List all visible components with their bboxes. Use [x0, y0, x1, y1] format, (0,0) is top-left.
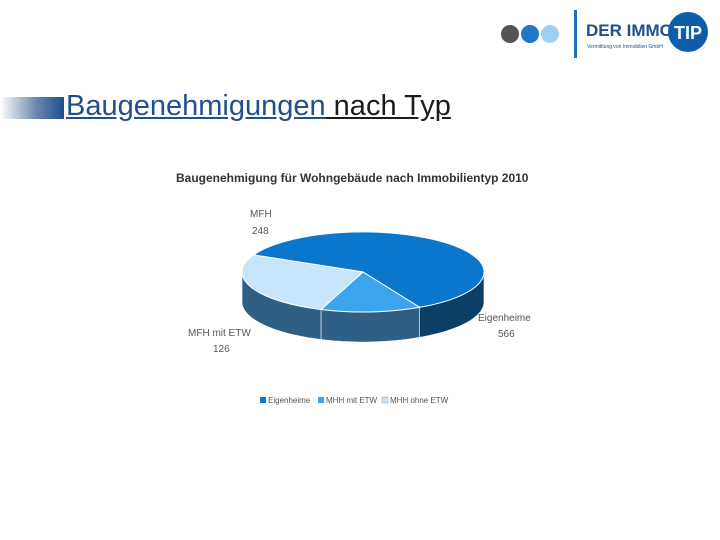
slice-label-value-eigenheime: 566 — [498, 329, 515, 340]
legend-swatch-mfh-ohne-etw — [381, 396, 389, 404]
slice-label-value-mfh: 248 — [252, 226, 269, 237]
legend-swatch-eigenheime — [260, 397, 266, 403]
pie-chart: Baugenehmigung für Wohngebäude nach Immo… — [176, 171, 531, 405]
logo-badge — [668, 12, 708, 52]
logo-dot-1 — [501, 25, 519, 43]
slide-title: Baugenehmigungen nach Typ — [66, 90, 451, 123]
slice-label-name-mfh: MFH — [250, 209, 272, 220]
company-logo: DER IMMO TIP Vermittlung von Immobilien … — [501, 10, 708, 58]
logo-dot-3 — [541, 25, 559, 43]
logo-text-main: DER IMMO — [586, 21, 673, 40]
legend-label-eigenheime: Eigenheime — [268, 396, 311, 405]
slide-title-link[interactable]: Baugenehmigungen — [66, 90, 326, 122]
slice-label-name-mfh-etw: MFH mit ETW — [188, 328, 251, 339]
slice-label-value-mfh-etw: 126 — [213, 344, 230, 355]
title-accent-bar — [0, 97, 64, 119]
pie-slice-eigenheime — [252, 231, 485, 308]
pie-slice-mfh-mit-etw — [319, 271, 422, 313]
slide-title-rest: nach Typ — [325, 90, 451, 122]
logo-dot-2 — [521, 25, 539, 43]
pie-slice-mfh-ohne-etw — [241, 254, 365, 311]
logo-tagline: Vermittlung von Immobilien GmbH — [587, 44, 663, 50]
slice-label-name-eigenheime: Eigenheime — [478, 313, 531, 324]
logo-badge-text: TIP — [674, 23, 702, 43]
logo-divider — [574, 10, 577, 58]
legend-label-mfh-ohne-etw: MHH ohne ETW — [390, 396, 449, 405]
legend-swatch-mfh-mit-etw — [318, 397, 324, 403]
legend-label-mfh-mit-etw: MHH mit ETW — [326, 396, 378, 405]
chart-title: Baugenehmigung für Wohngebäude nach Immo… — [176, 171, 529, 185]
